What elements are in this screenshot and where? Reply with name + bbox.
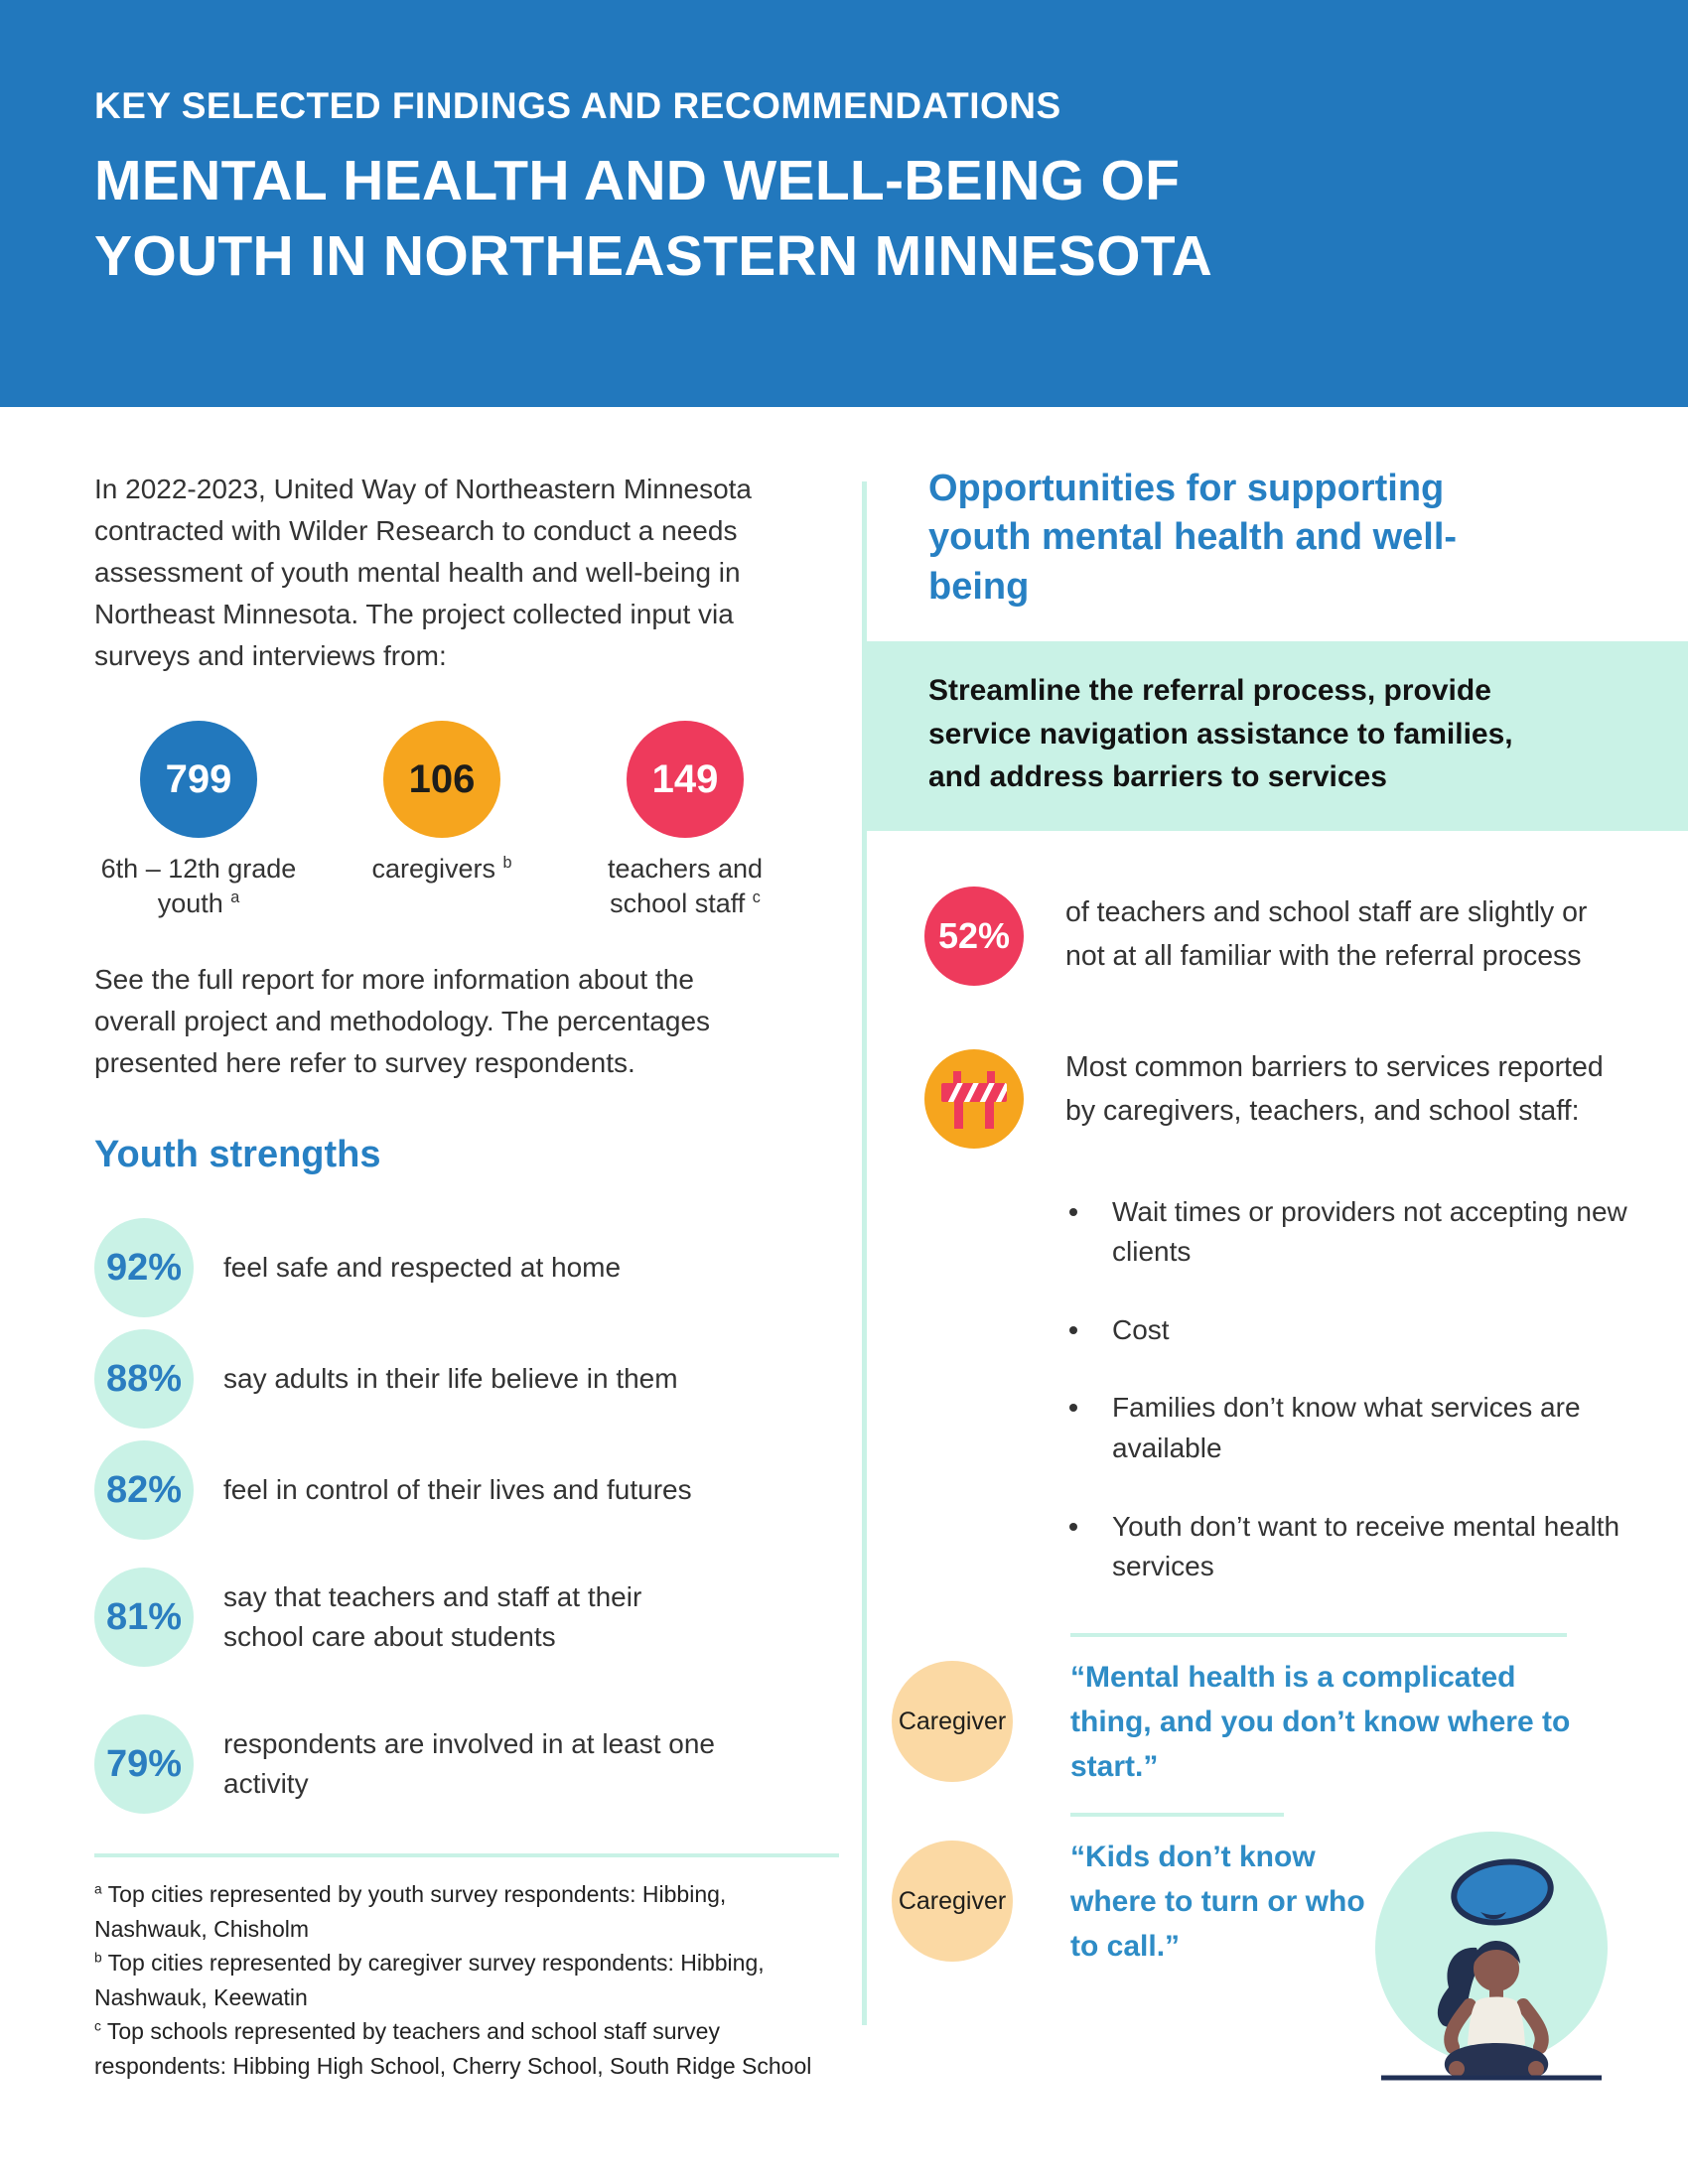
girl-meditating-illustration: [1373, 1831, 1614, 2091]
barrier-item-families: Families don’t know what services are av…: [1067, 1388, 1643, 1468]
opportunities-heading: Opportunities for supporting youth menta…: [928, 468, 1458, 608]
quote-row-2: Caregiver “Kids don’t know where to turn…: [892, 1835, 1688, 1969]
recommendation-callout: Streamline the referral process, provide…: [862, 641, 1688, 831]
respondent-counts: 799 6th – 12th grade youth a 106 caregiv…: [94, 721, 789, 921]
respondent-teachers: 149 teachers and school staff c: [581, 721, 789, 921]
methodology-note: See the full report for more information…: [94, 964, 711, 1079]
footnote-b: b Top cities represented by caregiver su…: [94, 1946, 841, 2014]
footnote-b-marker: b: [94, 1950, 102, 1966]
youth-count-label: 6th – 12th grade youth a: [94, 852, 303, 921]
footnote-c: c Top schools represented by teachers an…: [94, 2014, 841, 2083]
strength-row-teachers-care: 81% say that teachers and staff at their…: [94, 1568, 839, 1668]
quote-attribution-badge: Caregiver: [892, 1661, 1013, 1783]
page-title-line1: MENTAL HEALTH AND WELL-BEING OF: [94, 149, 1181, 212]
quote-row-1: Caregiver “Mental health is a complicate…: [892, 1655, 1688, 1789]
caregiver-count-label: caregivers b: [371, 852, 511, 887]
intro-paragraph: In 2022-2023, United Way of Northeastern…: [94, 474, 753, 671]
referral-stat-row: 52% of teachers and school staff are sli…: [924, 886, 1688, 986]
footnote-c-marker: c: [94, 2018, 101, 2034]
strength-row-safe: 92% feel safe and respected at home: [94, 1218, 839, 1318]
quote-text-2: “Kids don’t know where to turn or who to…: [1070, 1840, 1365, 1963]
footnote-divider: [94, 1853, 839, 1858]
strength-text-adults: say adults in their life believe in them: [223, 1362, 678, 1394]
youth-strengths-heading: Youth strengths: [94, 1134, 381, 1176]
strength-text-teachers-care: say that teachers and staff at their sch…: [223, 1580, 642, 1653]
footnotes: a Top cities represented by youth survey…: [94, 1877, 841, 2083]
caregiver-count-circle: 106: [383, 721, 500, 838]
pct-circle-79: 79%: [94, 1714, 194, 1815]
youth-label-text: 6th – 12th grade youth: [100, 854, 297, 919]
quote-divider-2: [1070, 1812, 1284, 1817]
pct-circle-81: 81%: [94, 1568, 194, 1668]
barrier-item-youth: Youth don’t want to receive mental healt…: [1067, 1507, 1643, 1587]
teacher-count-label: teachers and school staff c: [581, 852, 789, 921]
brain-icon: [1451, 1858, 1554, 1926]
referral-stat-text: of teachers and school staff are slightl…: [1065, 895, 1588, 972]
report-eyebrow: KEY SELECTED FINDINGS AND RECOMMENDATION…: [94, 85, 1061, 126]
footnote-marker-a: a: [230, 888, 240, 907]
pct-circle-82: 82%: [94, 1440, 194, 1541]
column-divider: [862, 481, 867, 2025]
footnote-b-text: Top cities represented by caregiver surv…: [94, 1950, 765, 2010]
page-title: MENTAL HEALTH AND WELL-BEING OF YOUTH IN…: [94, 143, 1594, 295]
youth-count-circle: 799: [140, 721, 257, 838]
strength-row-activity: 79% respondents are involved in at least…: [94, 1714, 839, 1815]
teacher-count-circle: 149: [627, 721, 744, 838]
strength-row-adults: 88% say adults in their life believe in …: [94, 1329, 839, 1430]
page-title-line2: YOUTH IN NORTHEASTERN MINNESOTA: [94, 224, 1213, 289]
pct-circle-52: 52%: [924, 886, 1024, 986]
barrier-item-cost: Cost: [1067, 1310, 1643, 1351]
recommendation-text: Streamline the referral process, provide…: [928, 674, 1513, 794]
right-column: Opportunities for supporting youth menta…: [862, 407, 1688, 1969]
strength-text-control: feel in control of their lives and futur…: [223, 1473, 692, 1505]
header-banner: KEY SELECTED FINDINGS AND RECOMMENDATION…: [0, 0, 1688, 407]
strength-row-control: 82% feel in control of their lives and f…: [94, 1440, 839, 1541]
pct-circle-88: 88%: [94, 1329, 194, 1430]
quote-text-1: “Mental health is a complicated thing, a…: [1070, 1660, 1571, 1783]
pct-circle-92: 92%: [94, 1218, 194, 1318]
barriers-intro-row: Most common barriers to services reporte…: [924, 1048, 1688, 1149]
strength-text-safe: feel safe and respected at home: [223, 1251, 622, 1283]
footnote-c-text: Top schools represented by teachers and …: [94, 2018, 812, 2079]
strength-text-activity: respondents are involved in at least one…: [223, 1727, 715, 1800]
youth-strengths-list: 92% feel safe and respected at home 88% …: [94, 1218, 839, 1815]
footnote-a-marker: a: [94, 1881, 102, 1897]
footnote-marker-c: c: [752, 888, 761, 907]
barriers-list: Wait times or providers not accepting ne…: [1067, 1192, 1643, 1587]
left-column: In 2022-2023, United Way of Northeastern…: [94, 407, 839, 2083]
respondent-youth: 799 6th – 12th grade youth a: [94, 721, 303, 921]
footnote-a-text: Top cities represented by youth survey r…: [94, 1881, 727, 1942]
quote-divider-1: [1070, 1632, 1567, 1637]
barricade-icon: [924, 1048, 1024, 1149]
barriers-intro-text: Most common barriers to services reporte…: [1065, 1050, 1604, 1127]
respondent-caregivers: 106 caregivers b: [338, 721, 546, 921]
caregiver-label-text: caregivers: [371, 854, 495, 884]
teacher-label-text: teachers and school staff: [607, 854, 764, 919]
barrier-item-wait-times: Wait times or providers not accepting ne…: [1067, 1192, 1643, 1273]
footnote-a: a Top cities represented by youth survey…: [94, 1877, 841, 1946]
quote-attribution-badge-2: Caregiver: [892, 1841, 1013, 1963]
footnote-marker-b: b: [502, 854, 512, 872]
